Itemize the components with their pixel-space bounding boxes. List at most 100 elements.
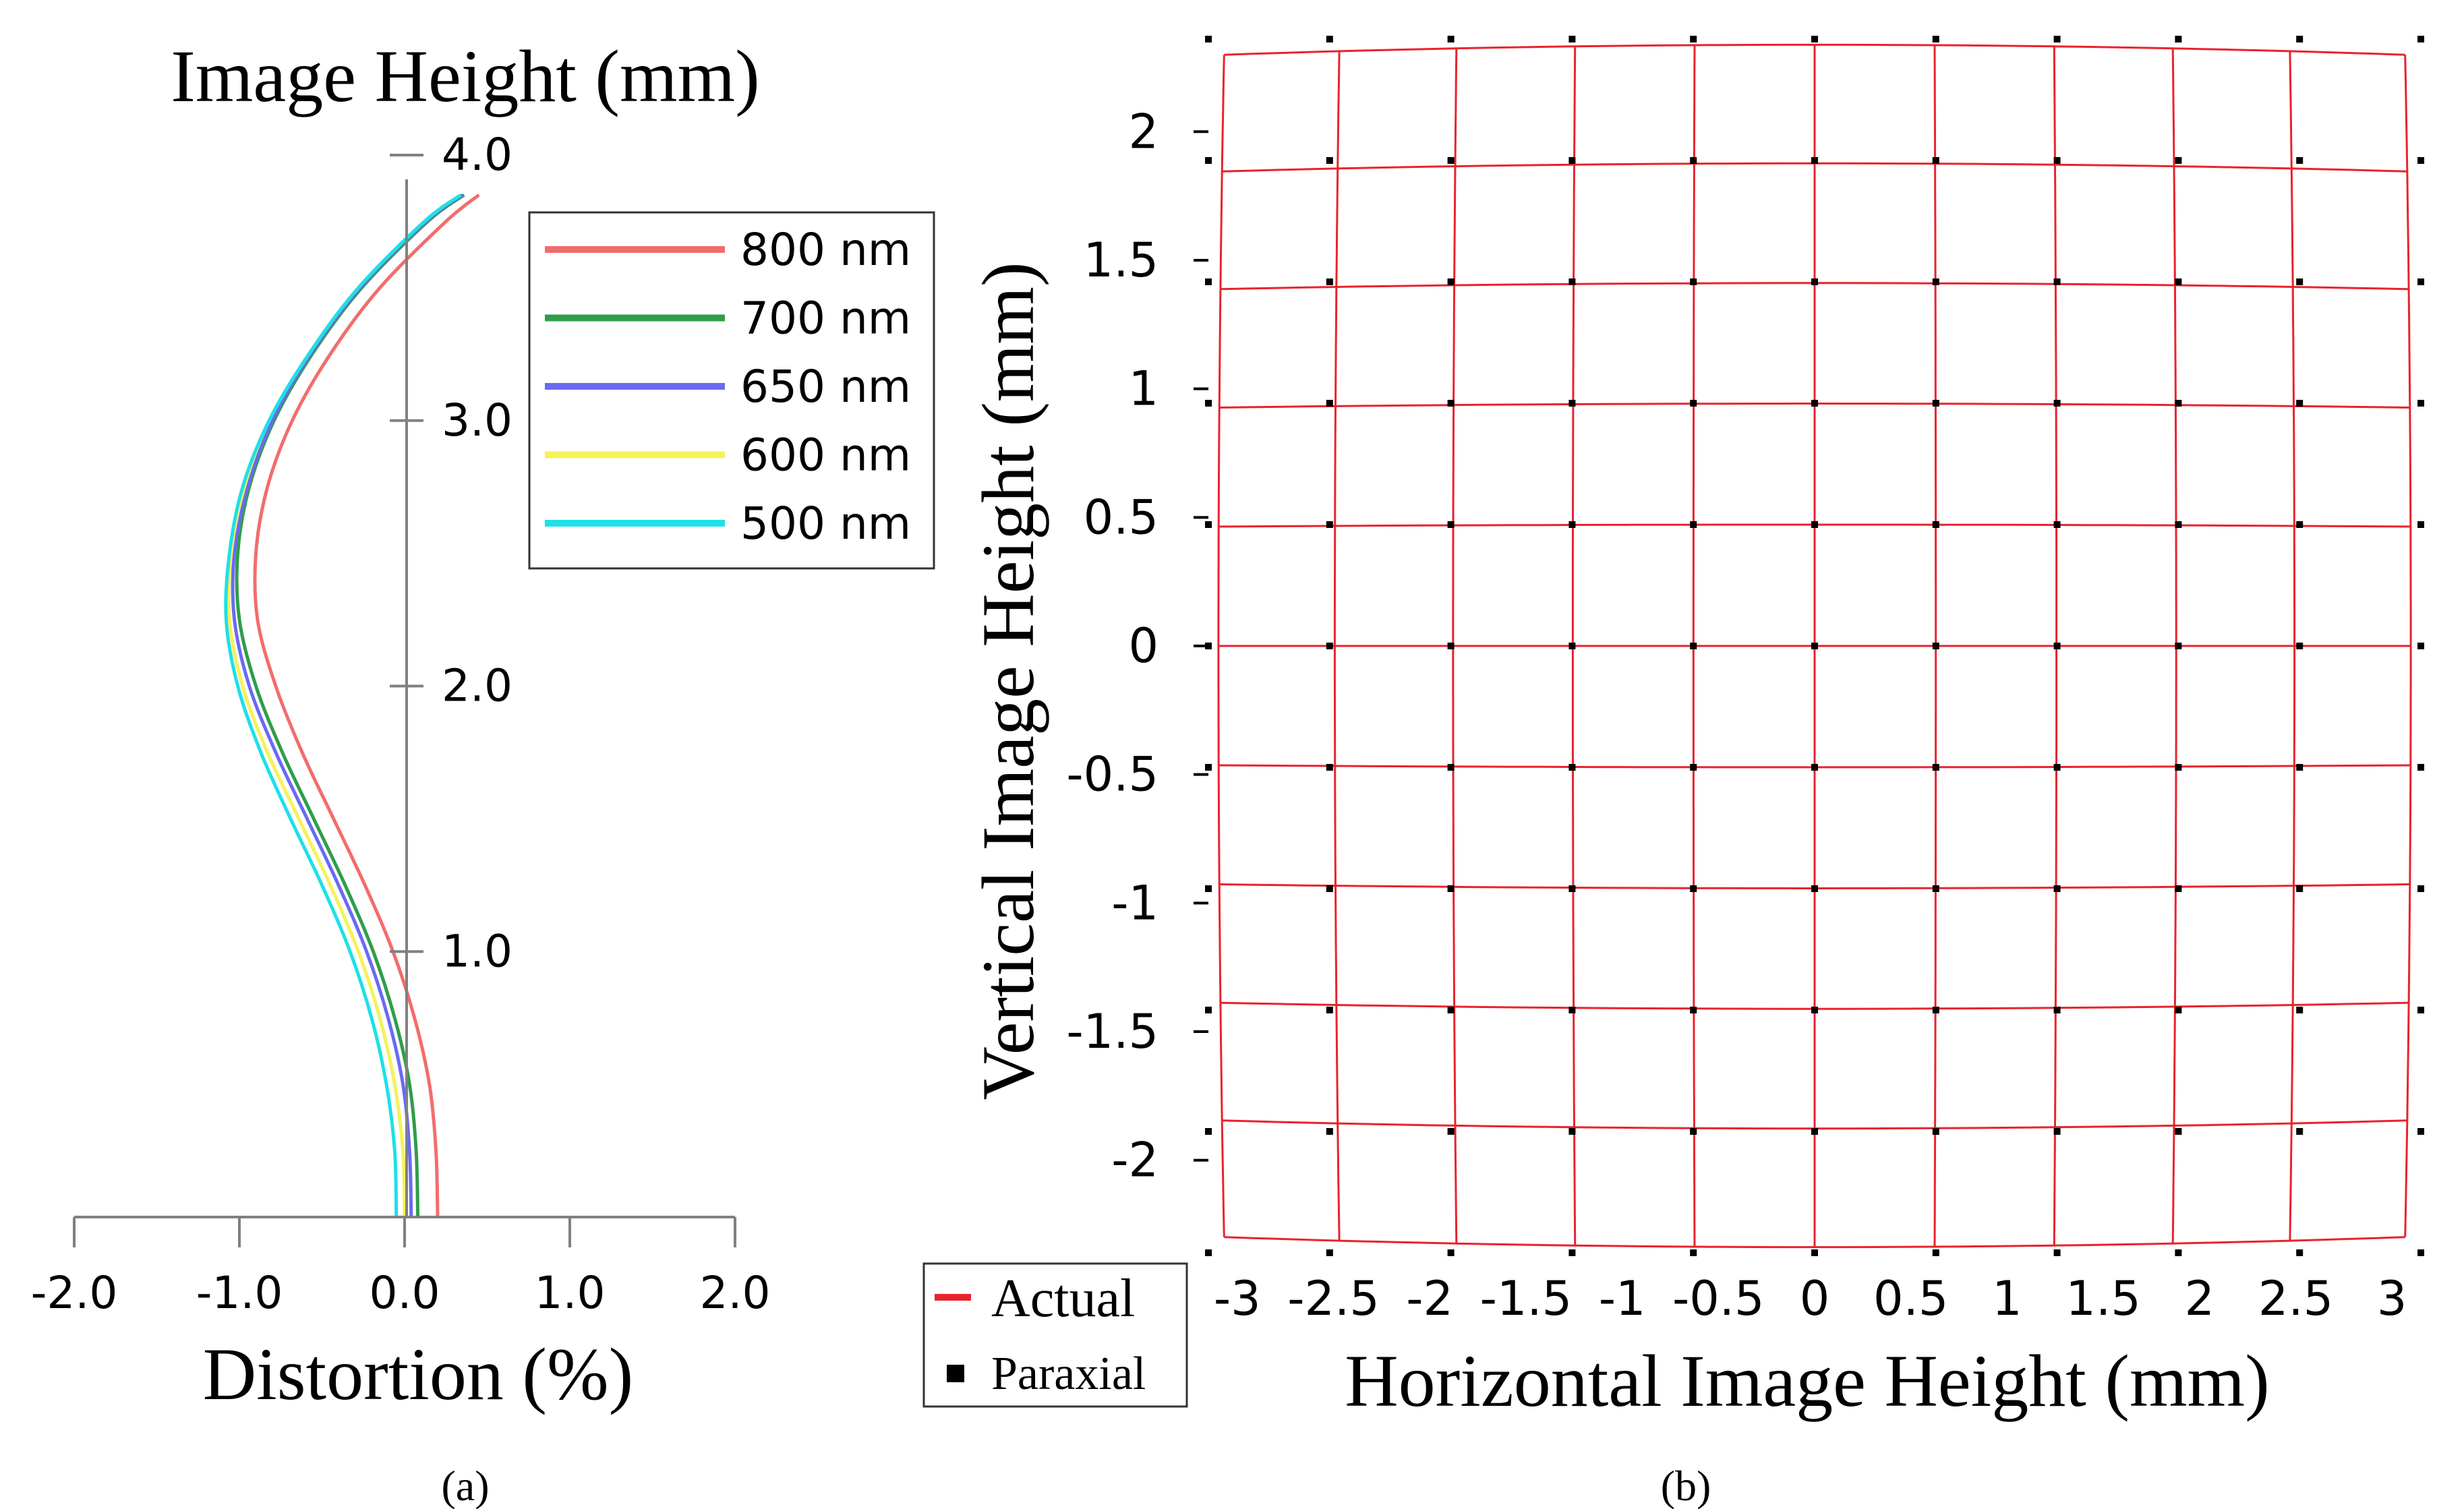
- paraxial-point: [2175, 157, 2182, 164]
- b-x-tick-label: 2.5: [2258, 1271, 2333, 1326]
- legend-paraxial-marker: [947, 1365, 964, 1382]
- legend-entries: 800 nm 700 nm 650 nm 600 nm 500 nm: [545, 224, 911, 550]
- paraxial-point: [1690, 643, 1697, 649]
- panel-b-x-ticks: -3 -2.5 -2 -1.5 -1 -0.5 0 0.5 1 1.5 2 2.5 3: [1214, 1271, 2407, 1326]
- paraxial-point: [1568, 521, 1576, 528]
- paraxial-point: [1690, 1249, 1697, 1256]
- panel-b-legend: Actual Paraxial: [922, 1262, 1188, 1408]
- paraxial-point: [1326, 1249, 1333, 1256]
- paraxial-point: [1205, 1128, 1212, 1135]
- paraxial-point: [1447, 278, 1455, 285]
- panel-a-curves: [224, 194, 480, 1218]
- paraxial-point: [1326, 1007, 1333, 1013]
- b-y-tick-label: -2: [1111, 1133, 1158, 1188]
- y-tick-label: 1.0: [442, 925, 512, 977]
- paraxial-point: [1326, 643, 1333, 649]
- b-y-tick-label: -1.5: [1066, 1004, 1158, 1059]
- paraxial-point: [2296, 521, 2304, 528]
- x-tick-label: 0.0: [370, 1267, 440, 1319]
- paraxial-point: [2053, 400, 2061, 407]
- x-tick-label: -2.0: [31, 1267, 118, 1319]
- paraxial-point: [1568, 157, 1576, 164]
- paraxial-point: [1447, 643, 1455, 649]
- paraxial-point: [1447, 1128, 1455, 1135]
- paraxial-point: [1568, 643, 1576, 649]
- paraxial-point: [1568, 764, 1576, 771]
- x-tick-label: 2.0: [700, 1267, 771, 1319]
- b-x-tick-label: -3: [1214, 1271, 1261, 1326]
- paraxial-point: [2175, 1249, 2182, 1256]
- paraxial-point: [1326, 400, 1333, 407]
- paraxial-point: [1205, 1249, 1212, 1256]
- b-y-tick-label: 1: [1128, 361, 1158, 417]
- paraxial-point: [1205, 1007, 1212, 1013]
- paraxial-point: [1690, 278, 1697, 285]
- paraxial-point: [1690, 36, 1697, 42]
- paraxial-point: [1447, 521, 1455, 528]
- paraxial-point: [2417, 1128, 2424, 1135]
- panel-a-label: (a): [441, 1462, 489, 1509]
- paraxial-point: [1811, 643, 1818, 649]
- paraxial-point: [1447, 36, 1455, 42]
- paraxial-point: [2417, 764, 2424, 771]
- paraxial-point: [1811, 400, 1818, 407]
- x-tick-label: 1.0: [535, 1267, 606, 1319]
- paraxial-point: [1205, 764, 1212, 771]
- paraxial-point: [2175, 400, 2182, 407]
- paraxial-point: [1205, 521, 1212, 528]
- legend-label: 700 nm: [740, 293, 911, 345]
- b-x-tick-label: 3: [2377, 1271, 2407, 1326]
- legend-label: 600 nm: [740, 430, 911, 481]
- paraxial-point: [1932, 885, 1939, 892]
- panel-a: Image Height (mm) 1.0 2.0 3.0 4.0 -2.0 -1.0 0…: [31, 35, 935, 1509]
- b-y-tick-label: 0.5: [1084, 490, 1158, 545]
- panel-b-label: (b): [1661, 1462, 1711, 1509]
- y-tick-label: 2.0: [442, 660, 512, 712]
- paraxial-point: [2417, 643, 2424, 649]
- paraxial-point: [1932, 764, 1939, 771]
- paraxial-point: [1205, 157, 1212, 164]
- b-x-tick-label: -1.5: [1480, 1271, 1573, 1326]
- paraxial-point: [1932, 1128, 1939, 1135]
- actual-grid-col: [1217, 55, 1225, 1237]
- b-x-tick-label: -1: [1599, 1271, 1646, 1326]
- paraxial-point: [1326, 885, 1333, 892]
- panel-b-x-axis-label: Horizontal Image Height (mm): [1345, 1340, 2270, 1422]
- paraxial-point: [1447, 885, 1455, 892]
- paraxial-point: [2053, 36, 2061, 42]
- paraxial-point: [1932, 521, 1939, 528]
- curve-500-nm: [224, 194, 462, 1218]
- actual-grid-col: [1333, 51, 1341, 1241]
- panel-b-y-axis-label: Vertical Image Height (mm): [967, 262, 1049, 1100]
- paraxial-point: [1568, 1128, 1576, 1135]
- paraxial-point: [1447, 400, 1455, 407]
- paraxial-point: [2053, 1007, 2061, 1013]
- paraxial-point: [1811, 1128, 1818, 1135]
- b-x-tick-label: -2.5: [1287, 1271, 1380, 1326]
- paraxial-point: [2296, 400, 2304, 407]
- paraxial-point: [2175, 885, 2182, 892]
- paraxial-point: [1811, 278, 1818, 285]
- paraxial-point: [1447, 764, 1455, 771]
- paraxial-point: [2296, 1128, 2304, 1135]
- paraxial-point: [1932, 36, 1939, 42]
- b-y-tick-label: 0: [1128, 618, 1158, 674]
- paraxial-point: [1932, 643, 1939, 649]
- panel-a-x-ticks: -2.0 -1.0 0.0 1.0 2.0: [31, 1217, 771, 1319]
- legend-label: 650 nm: [740, 361, 911, 413]
- paraxial-point: [2175, 521, 2182, 528]
- x-tick-label: -1.0: [196, 1267, 283, 1319]
- paraxial-point: [2053, 157, 2061, 164]
- legend-label: 500 nm: [740, 498, 911, 550]
- paraxial-point: [2417, 400, 2424, 407]
- paraxial-point: [1568, 278, 1576, 285]
- b-x-tick-label: 0.5: [1873, 1271, 1948, 1326]
- paraxial-point: [1205, 278, 1212, 285]
- paraxial-point: [1326, 278, 1333, 285]
- paraxial-point: [1326, 764, 1333, 771]
- legend-label: 800 nm: [740, 224, 911, 276]
- actual-grid-col: [2404, 55, 2412, 1237]
- legend-box-b: [922, 1262, 1188, 1408]
